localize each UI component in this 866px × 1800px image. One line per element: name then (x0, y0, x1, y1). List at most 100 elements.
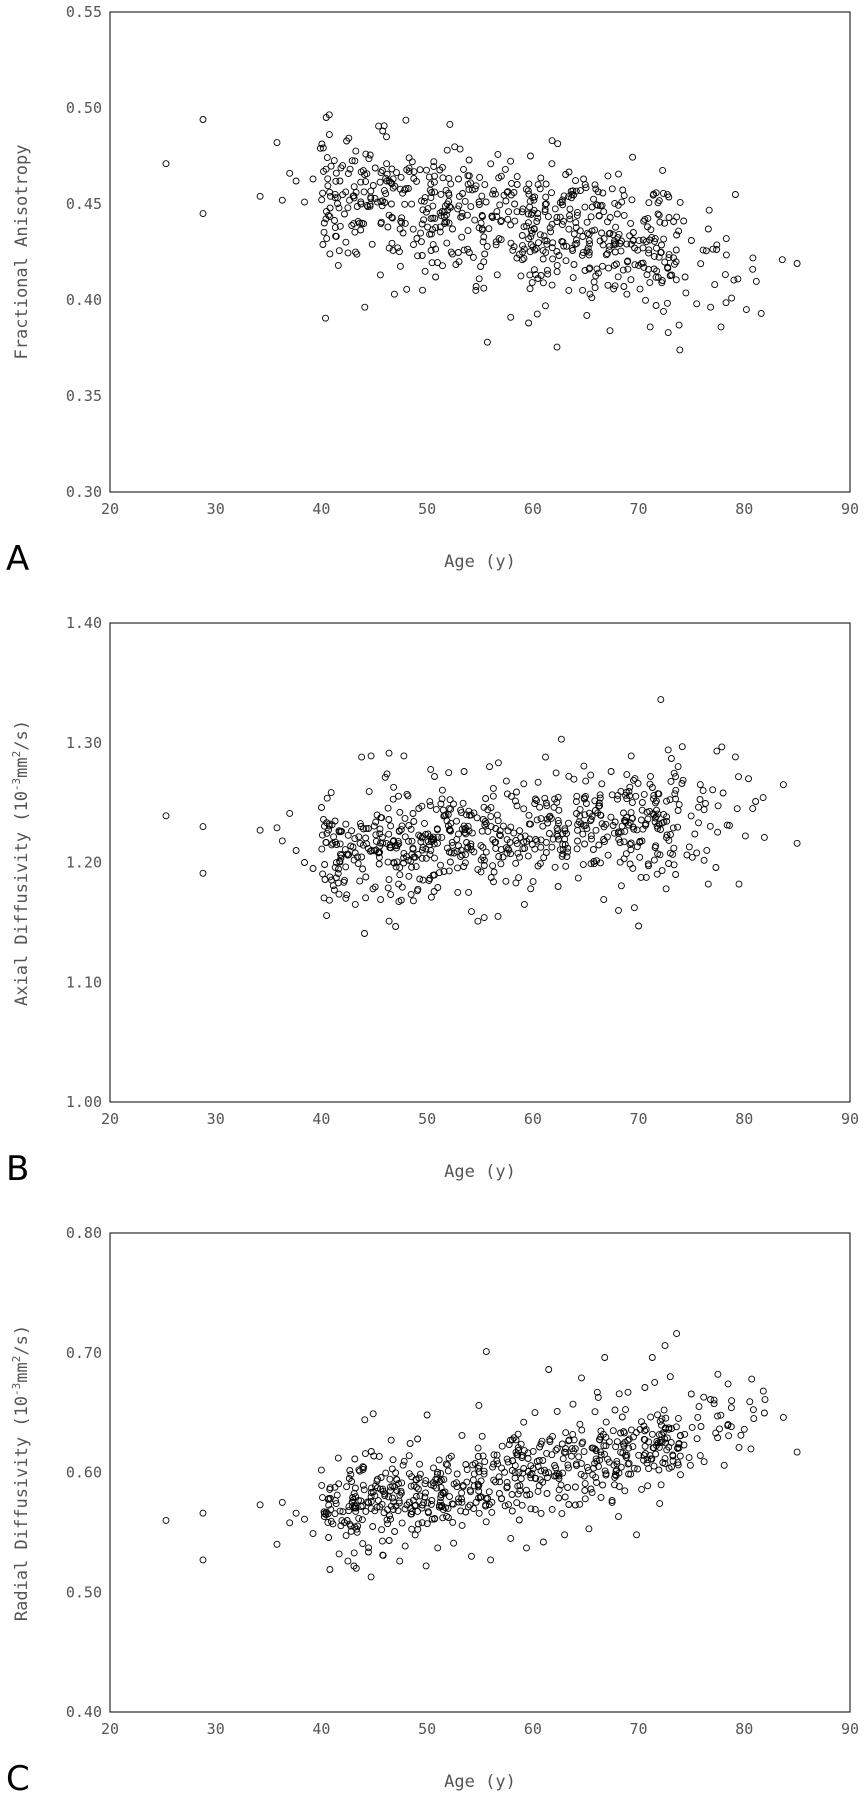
data-point-b-412 (446, 858, 454, 866)
data-point-a-125 (585, 251, 593, 259)
data-point-b-289 (370, 822, 378, 830)
data-point-c-440 (557, 1481, 565, 1489)
data-point-a-487 (537, 174, 545, 182)
data-point-a-615 (654, 210, 662, 218)
data-point-c-368 (630, 1433, 637, 1441)
data-point-c-517 (422, 1489, 429, 1497)
data-point-b-248 (404, 792, 412, 800)
data-point-a-271 (713, 241, 721, 249)
data-point-b-466 (393, 858, 401, 866)
data-point-a-536 (428, 189, 436, 196)
points-b (162, 696, 801, 937)
data-point-c-151 (371, 1507, 379, 1515)
data-point-a-120 (384, 223, 392, 231)
data-point-b-383 (633, 843, 641, 851)
data-point-c-373 (527, 1474, 535, 1482)
data-point-c-579 (485, 1488, 493, 1496)
data-point-a-87 (757, 309, 765, 317)
data-point-a-369 (619, 266, 627, 274)
x-tick-label-a-7: 90 (841, 500, 859, 518)
data-point-b-550 (474, 866, 482, 874)
data-point-c-259 (571, 1501, 579, 1509)
data-point-c-376 (625, 1470, 633, 1478)
data-point-b-528 (375, 853, 383, 861)
data-point-a-317 (353, 250, 361, 258)
data-point-b-435 (378, 833, 386, 841)
data-point-a-359 (465, 249, 473, 256)
data-point-b-607 (349, 843, 357, 851)
data-point-c-431 (659, 1428, 667, 1436)
data-point-a-433 (377, 169, 385, 177)
data-point-a-357 (553, 214, 561, 221)
data-point-c-167 (716, 1425, 723, 1433)
data-point-a-577 (647, 226, 655, 234)
data-point-b-698 (496, 831, 503, 839)
data-point-a-488 (682, 289, 690, 297)
y-axis-label-a: Fractional Anisotropy (12, 145, 32, 360)
data-point-a-195 (661, 219, 669, 227)
data-point-b-97 (372, 818, 380, 826)
data-point-b-74 (537, 815, 545, 823)
data-point-a-570 (519, 205, 527, 213)
data-point-c-429 (478, 1432, 486, 1440)
data-point-a-365 (331, 194, 339, 202)
data-point-a-473 (546, 224, 554, 232)
data-point-b-617 (479, 843, 487, 851)
data-point-b-571 (587, 817, 594, 825)
data-point-b-53 (650, 856, 658, 864)
panel-label-a: A (6, 539, 29, 579)
data-point-b-293 (443, 844, 451, 852)
data-point-a-596 (528, 229, 536, 237)
data-point-c-393 (618, 1413, 626, 1421)
data-point-c-454 (444, 1467, 452, 1475)
data-point-c-650 (401, 1505, 409, 1513)
data-point-a-116 (461, 197, 469, 205)
x-tick-label-b-6: 80 (735, 1110, 753, 1128)
data-point-c-475 (641, 1427, 649, 1435)
data-point-a-438 (475, 201, 483, 208)
data-point-b-672 (556, 846, 564, 854)
data-point-a-464 (389, 175, 397, 183)
data-point-c-511 (453, 1470, 461, 1478)
data-point-c-669 (695, 1403, 703, 1411)
data-point-b-324 (537, 843, 545, 851)
data-point-a-675 (388, 214, 396, 222)
data-point-c-538 (415, 1474, 423, 1482)
data-point-b-184 (375, 860, 383, 868)
data-point-c-36 (531, 1409, 539, 1417)
data-point-b-67 (745, 775, 752, 783)
data-point-a-696 (503, 188, 511, 196)
data-point-b-35 (512, 879, 520, 887)
data-point-b-188 (520, 780, 528, 788)
data-point-c-22 (422, 1562, 430, 1570)
data-point-a-264 (525, 180, 533, 188)
y-axis-label-b-mid: mm (12, 757, 32, 777)
points-a (162, 111, 801, 354)
data-point-c-236 (660, 1406, 668, 1414)
data-point-b-521 (460, 863, 468, 870)
data-point-b-1 (199, 823, 207, 831)
data-point-b-446 (321, 822, 328, 830)
data-point-b-603 (467, 811, 475, 819)
data-point-c-688 (374, 1475, 381, 1483)
data-point-b-309 (524, 852, 532, 860)
data-point-a-211 (579, 233, 587, 240)
data-point-c-6 (286, 1519, 294, 1527)
data-point-a-2 (199, 210, 207, 218)
data-point-c-10 (317, 1466, 325, 1474)
data-point-c-597 (576, 1420, 584, 1428)
data-point-b-0 (162, 812, 170, 820)
data-point-c-352 (600, 1442, 608, 1450)
data-point-a-682 (445, 189, 453, 197)
data-point-b-440 (588, 835, 595, 843)
data-point-a-477 (665, 251, 673, 259)
data-point-c-513 (449, 1518, 457, 1526)
data-point-b-64 (719, 789, 727, 797)
data-point-a-581 (441, 213, 448, 221)
data-point-b-372 (598, 780, 606, 788)
data-point-c-473 (422, 1477, 430, 1485)
data-point-b-390 (467, 842, 475, 850)
data-point-c-512 (539, 1478, 547, 1486)
data-point-b-286 (642, 873, 650, 881)
data-point-a-597 (439, 163, 446, 171)
